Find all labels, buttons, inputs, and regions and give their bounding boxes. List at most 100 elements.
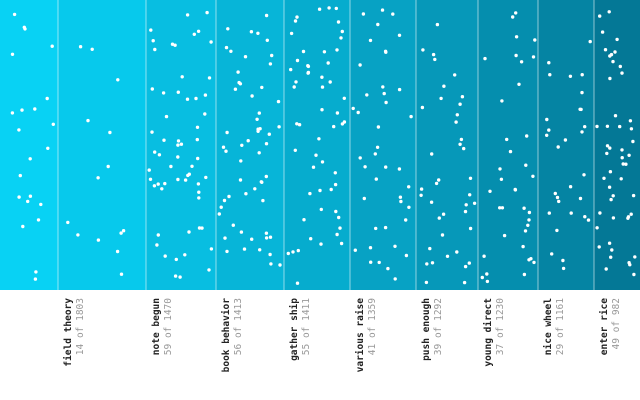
sample-dot bbox=[464, 203, 468, 207]
column-name-label: young direct bbox=[483, 298, 494, 367]
sample-dot bbox=[149, 28, 153, 32]
column-count-label: 39 of 1292 bbox=[433, 298, 444, 355]
sample-dot bbox=[10, 52, 15, 56]
sample-dot bbox=[430, 261, 435, 265]
sample-dot bbox=[246, 139, 250, 143]
sample-dot bbox=[529, 257, 533, 261]
sample-dot bbox=[586, 218, 591, 222]
sample-dot bbox=[236, 70, 240, 74]
sample-dot bbox=[523, 229, 528, 233]
sample-dot bbox=[151, 39, 155, 43]
sample-dot bbox=[383, 225, 388, 230]
sample-dot bbox=[462, 280, 467, 285]
column-name-label: field theory bbox=[63, 298, 74, 367]
sample-dots bbox=[10, 6, 637, 285]
sample-dot bbox=[295, 15, 299, 19]
sample-dot bbox=[336, 20, 341, 24]
sample-dot bbox=[195, 137, 199, 142]
sample-dot bbox=[531, 55, 536, 59]
sample-dot bbox=[424, 280, 429, 285]
column-name-label: various raise bbox=[355, 298, 366, 373]
band-leading bbox=[0, 0, 58, 290]
sample-dot bbox=[399, 199, 403, 204]
column-bands bbox=[0, 0, 640, 290]
sample-dot bbox=[555, 195, 560, 200]
sample-dot bbox=[391, 12, 395, 16]
sample-dot bbox=[239, 159, 243, 163]
sample-dot bbox=[453, 73, 457, 77]
sample-dot bbox=[602, 176, 606, 180]
sample-dot bbox=[458, 142, 462, 146]
sample-dot bbox=[96, 176, 100, 180]
sample-dot bbox=[526, 223, 530, 227]
sample-dot bbox=[488, 189, 492, 193]
sample-dot bbox=[327, 6, 331, 10]
column-name-label: book behavior bbox=[221, 298, 232, 373]
sample-dot bbox=[294, 80, 298, 84]
sample-dot bbox=[317, 137, 321, 141]
sample-dot bbox=[178, 275, 182, 279]
sample-dot bbox=[147, 168, 151, 172]
sample-dot bbox=[624, 162, 628, 166]
sample-dot bbox=[258, 127, 262, 131]
sample-dot bbox=[23, 27, 27, 31]
sample-dot bbox=[480, 275, 484, 280]
sample-dot bbox=[620, 71, 624, 75]
band-various-raise bbox=[350, 0, 416, 290]
column-name-label: nice wheel bbox=[543, 298, 554, 355]
sample-dot bbox=[458, 102, 462, 106]
sample-dot bbox=[627, 261, 631, 265]
sample-dot bbox=[468, 226, 473, 231]
sample-dot bbox=[18, 173, 22, 178]
sample-dot bbox=[519, 60, 524, 64]
sample-dot bbox=[96, 238, 101, 242]
column-labels: field theory 14 of 1803 note begun 59 of 14… bbox=[63, 298, 622, 373]
sample-dot bbox=[524, 163, 528, 167]
sample-dot bbox=[26, 199, 30, 204]
sample-dot bbox=[12, 12, 17, 17]
column-count-label: 56 of 1413 bbox=[233, 298, 244, 355]
sample-dot bbox=[311, 165, 316, 169]
sample-dot bbox=[264, 142, 269, 146]
sample-dot bbox=[409, 114, 413, 119]
sample-dot bbox=[242, 247, 247, 251]
sample-dot bbox=[407, 185, 411, 189]
column-name-label: gather ship bbox=[289, 298, 300, 361]
sample-dot bbox=[320, 160, 325, 164]
sample-dot bbox=[578, 196, 583, 201]
sample-dot bbox=[358, 156, 362, 160]
sample-dot bbox=[460, 95, 465, 99]
sample-dot bbox=[434, 181, 439, 186]
sample-dot bbox=[338, 226, 342, 230]
sample-dot bbox=[204, 175, 208, 180]
sample-dot bbox=[227, 194, 231, 199]
sample-dot bbox=[353, 248, 357, 252]
sample-dot bbox=[156, 182, 160, 186]
sample-dot bbox=[185, 97, 190, 101]
sample-dot bbox=[361, 12, 366, 16]
sample-dot bbox=[374, 226, 378, 231]
sample-dot bbox=[176, 139, 181, 143]
sample-dot bbox=[163, 254, 167, 258]
sample-dot bbox=[173, 274, 178, 278]
sample-dot bbox=[119, 272, 124, 276]
sample-dot bbox=[445, 254, 450, 258]
sample-dot bbox=[340, 29, 344, 34]
sample-dot bbox=[351, 106, 355, 111]
sample-dot bbox=[613, 50, 617, 54]
sample-dot bbox=[255, 117, 259, 122]
sample-dot bbox=[568, 74, 573, 79]
sample-dot bbox=[293, 148, 297, 152]
sample-dot bbox=[268, 235, 273, 239]
sample-dot bbox=[386, 266, 390, 271]
sample-dot bbox=[264, 174, 268, 179]
sample-dot bbox=[153, 150, 157, 154]
sample-dot bbox=[334, 6, 338, 11]
sample-dot bbox=[243, 55, 248, 59]
sample-dot bbox=[381, 85, 385, 89]
sample-dot bbox=[119, 231, 123, 235]
sample-dot bbox=[276, 99, 281, 104]
sample-dot bbox=[176, 177, 180, 182]
sample-dot bbox=[240, 143, 244, 147]
sample-dot bbox=[600, 30, 605, 34]
